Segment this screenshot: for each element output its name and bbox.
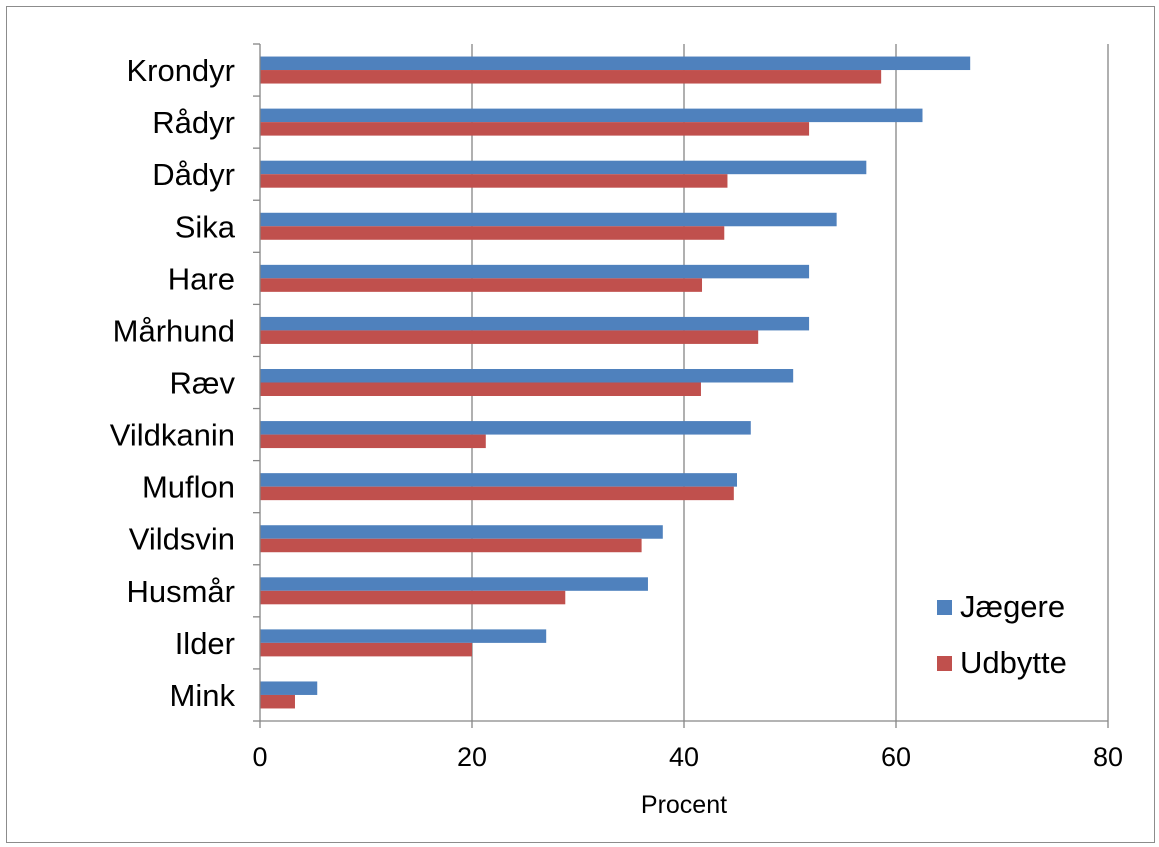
legend-label-jaegere: Jægere	[960, 589, 1065, 624]
bar-jaegere-raev	[260, 369, 794, 383]
category-label-raadyr: Rådyr	[152, 105, 235, 140]
x-tick-labels: 0 20 40 60 80	[252, 742, 1123, 772]
category-label-sika: Sika	[175, 209, 236, 244]
bar-udbytte-hare	[260, 278, 703, 292]
category-label-vildsvin: Vildsvin	[129, 522, 235, 557]
bar-udbytte-vildkanin	[260, 434, 486, 449]
bar-udbytte-ilder	[260, 642, 472, 657]
category-label-raev: Ræv	[170, 366, 236, 401]
category-label-ilder: Ilder	[175, 626, 235, 661]
bar-jaegere-daadyr	[260, 160, 867, 175]
category-labels: Krondyr Rådyr Dådyr Sika Hare Mårhund Ræv Vildk…	[110, 53, 236, 713]
bar-jaegere-vildsvin	[260, 525, 663, 539]
bar-jaegere-muflon	[260, 473, 737, 487]
bars	[260, 56, 971, 709]
category-label-husmaar: Husmår	[126, 574, 235, 609]
x-tick-label-80: 80	[1093, 742, 1123, 772]
bar-udbytte-raev	[260, 382, 701, 396]
legend-swatch-udbytte	[937, 656, 952, 671]
x-tick-label-0: 0	[252, 742, 267, 772]
category-label-krondyr: Krondyr	[126, 53, 235, 88]
x-tick-label-60: 60	[881, 742, 911, 772]
bar-udbytte-vildsvin	[260, 538, 642, 553]
category-label-daadyr: Dådyr	[152, 157, 235, 192]
bar-udbytte-maarhund	[260, 330, 759, 344]
bar-jaegere-husmaar	[260, 577, 648, 591]
legend-label-udbytte: Udbytte	[960, 645, 1067, 680]
x-tick-label-40: 40	[669, 742, 699, 772]
bar-jaegere-mink	[260, 681, 318, 695]
category-label-muflon: Muflon	[142, 470, 235, 505]
bar-udbytte-mink	[260, 694, 295, 709]
bar-jaegere-krondyr	[260, 56, 971, 71]
bar-chart: Krondyr Rådyr Dådyr Sika Hare Mårhund Ræv Vildk…	[110, 43, 1123, 819]
category-label-vildkanin: Vildkanin	[110, 418, 235, 453]
bar-jaegere-vildkanin	[260, 421, 751, 435]
bar-udbytte-husmaar	[260, 590, 566, 605]
legend-swatch-jaegere	[937, 600, 952, 615]
category-label-mink: Mink	[170, 678, 236, 713]
x-axis-title: Procent	[641, 791, 727, 819]
bar-jaegere-sika	[260, 212, 837, 227]
x-tick-label-20: 20	[457, 742, 487, 772]
bar-udbytte-sika	[260, 226, 725, 240]
bar-udbytte-daadyr	[260, 174, 728, 188]
bar-jaegere-hare	[260, 264, 810, 279]
chart-frame: Krondyr Rådyr Dådyr Sika Hare Mårhund Ræv Vildk…	[6, 6, 1155, 843]
bar-udbytte-raadyr	[260, 122, 810, 136]
bar-udbytte-muflon	[260, 486, 734, 501]
bar-udbytte-krondyr	[260, 70, 882, 84]
bar-jaegere-raadyr	[260, 108, 923, 123]
bar-jaegere-ilder	[260, 629, 547, 643]
category-label-hare: Hare	[168, 261, 235, 296]
legend: Jægere Udbytte	[937, 589, 1067, 680]
axes	[253, 43, 1109, 728]
bar-jaegere-maarhund	[260, 316, 810, 331]
category-label-maarhund: Mårhund	[113, 313, 235, 348]
